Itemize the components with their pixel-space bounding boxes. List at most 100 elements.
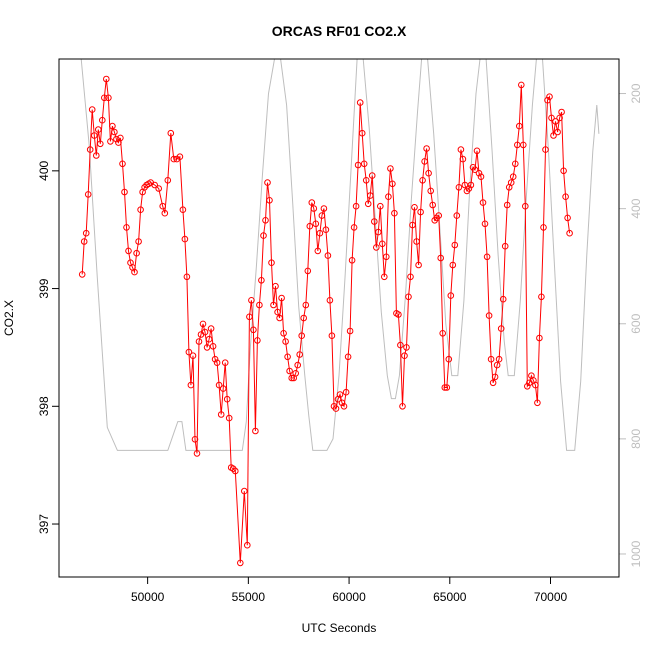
data-point xyxy=(465,185,473,192)
data-point xyxy=(340,403,348,410)
data-point xyxy=(556,114,563,122)
data-point xyxy=(167,129,175,137)
data-point xyxy=(548,114,555,122)
data-point xyxy=(256,301,263,309)
y2-tick-label: 200 xyxy=(629,83,643,103)
x-tick-label: 55000 xyxy=(232,590,266,604)
y2-tick-label: 600 xyxy=(629,313,643,333)
data-point xyxy=(189,352,197,360)
data-point xyxy=(550,132,557,139)
data-point xyxy=(417,208,424,216)
data-point xyxy=(405,293,412,301)
data-point xyxy=(512,160,519,168)
red-line-path xyxy=(81,78,571,563)
data-point xyxy=(82,229,90,237)
data-point xyxy=(101,94,108,102)
data-point xyxy=(131,268,138,276)
plot-frame xyxy=(58,58,620,578)
data-point xyxy=(119,160,126,168)
data-point xyxy=(312,220,320,228)
data-point xyxy=(483,253,491,261)
data-point xyxy=(332,405,340,412)
data-point xyxy=(215,381,223,389)
data-point xyxy=(133,249,140,257)
y-tick-label: 398 xyxy=(37,396,51,416)
data-point xyxy=(91,132,98,139)
data-point xyxy=(560,167,567,175)
data-point xyxy=(485,312,493,319)
data-point xyxy=(225,414,233,422)
data-point xyxy=(423,145,430,152)
data-point xyxy=(105,94,112,102)
data-point xyxy=(159,202,166,210)
y-axis-label: CO2.X xyxy=(2,300,16,336)
data-point xyxy=(475,169,483,177)
data-point xyxy=(164,177,172,184)
data-point xyxy=(377,202,384,210)
data-point xyxy=(93,152,100,159)
y-tick-label: 397 xyxy=(37,514,51,534)
data-point xyxy=(336,391,344,398)
data-point xyxy=(117,134,124,142)
data-point xyxy=(121,188,128,196)
data-point xyxy=(524,383,531,390)
data-point xyxy=(221,359,229,367)
data-point xyxy=(385,193,392,200)
data-point xyxy=(270,301,277,309)
x-tick-label: 70000 xyxy=(534,590,568,604)
data-point xyxy=(88,106,96,113)
data-point xyxy=(383,253,390,261)
data-point xyxy=(320,205,328,212)
data-point xyxy=(187,381,195,389)
data-point xyxy=(328,332,336,340)
data-point xyxy=(302,301,310,309)
data-point xyxy=(477,173,485,180)
data-point xyxy=(536,334,543,342)
data-point xyxy=(99,116,106,124)
data-point xyxy=(435,212,443,219)
data-point xyxy=(387,165,394,172)
data-point xyxy=(185,348,193,356)
data-point xyxy=(362,177,370,184)
data-point xyxy=(161,209,169,217)
data-point xyxy=(364,200,372,208)
data-point xyxy=(411,204,418,211)
data-point xyxy=(451,241,459,249)
chart-title: ORCAS RF01 CO2.X xyxy=(272,23,407,39)
data-point xyxy=(429,201,437,209)
data-point xyxy=(111,128,118,136)
data-point xyxy=(207,325,215,332)
data-point xyxy=(244,541,251,549)
data-point xyxy=(155,185,162,192)
data-point xyxy=(109,122,116,130)
data-point xyxy=(322,226,330,233)
y2-tick-label: 800 xyxy=(629,429,643,449)
data-point xyxy=(467,181,475,189)
data-point xyxy=(219,385,227,392)
data-point xyxy=(409,221,416,229)
data-point xyxy=(389,180,396,188)
data-point xyxy=(294,361,302,369)
data-point xyxy=(260,232,267,239)
data-point xyxy=(371,218,378,225)
data-point xyxy=(401,352,408,360)
data-point xyxy=(241,487,248,495)
data-point xyxy=(183,273,191,281)
data-point xyxy=(350,224,358,231)
data-point xyxy=(558,108,565,116)
data-point xyxy=(356,99,364,106)
data-point xyxy=(554,128,561,136)
data-point xyxy=(135,238,142,245)
grey-line-path xyxy=(80,58,600,451)
data-point xyxy=(199,320,207,328)
data-point xyxy=(324,252,332,259)
data-point xyxy=(274,308,281,316)
data-point xyxy=(342,388,350,396)
data-point xyxy=(326,297,334,304)
data-point xyxy=(211,355,219,363)
data-point xyxy=(308,199,316,206)
data-point xyxy=(125,247,132,255)
data-point xyxy=(391,209,398,217)
data-point xyxy=(338,399,346,407)
data-point xyxy=(489,379,497,387)
